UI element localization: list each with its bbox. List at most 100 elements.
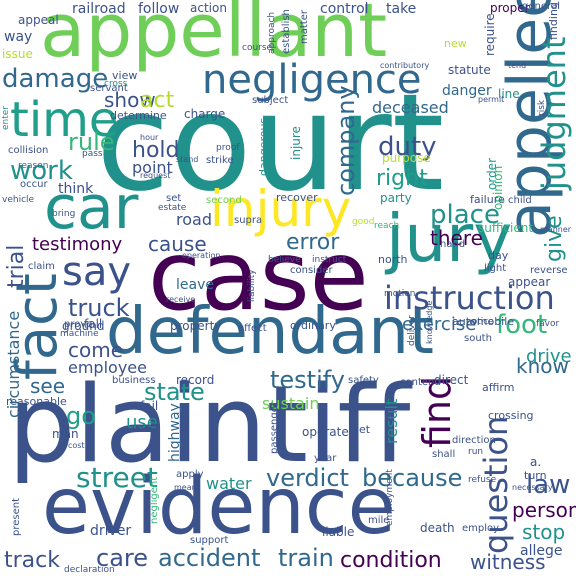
word-ground: ground: [62, 319, 105, 333]
word-give: give: [542, 215, 567, 262]
word-damage: damage: [2, 64, 109, 94]
word-course: course: [242, 43, 273, 53]
word-take: take: [386, 1, 417, 17]
word-ordinary: ordinary: [290, 319, 336, 332]
word-error: error: [286, 230, 340, 255]
word-manner: manner: [540, 225, 572, 234]
word-strike: strike: [206, 155, 234, 166]
word-declaration: declaration: [64, 565, 115, 575]
word-hour: hour: [140, 133, 159, 142]
word-line: line: [498, 87, 520, 101]
word-present: present: [11, 497, 22, 536]
word-exercise: exercise: [402, 314, 477, 335]
word-testify: testify: [270, 366, 345, 394]
word-highway: highway: [167, 403, 183, 462]
word-statute: statute: [448, 63, 491, 77]
word-employment: employment: [385, 469, 395, 526]
word-control: control: [320, 1, 369, 17]
word-employ: employ: [462, 523, 500, 534]
word-leave: leave: [176, 277, 214, 293]
word-witness: witness: [470, 550, 546, 574]
word-liability: liability: [247, 269, 257, 302]
word-mile: mile: [368, 515, 390, 526]
word-jury: jury: [386, 200, 513, 277]
word-think: think: [58, 181, 94, 197]
word-appellant: appellant: [40, 0, 388, 74]
word-road: road: [176, 210, 212, 229]
word-year: year: [314, 453, 337, 464]
word-truck: truck: [68, 294, 130, 322]
word-child: child: [508, 195, 532, 206]
word-affirm: affirm: [482, 381, 515, 394]
word-contributory: contributory: [380, 61, 430, 70]
word-matter: matter: [299, 10, 310, 44]
word-reason: reason: [18, 161, 49, 171]
word-enter: enter: [1, 105, 11, 130]
word-record: record: [176, 373, 215, 387]
word-operate: operate: [302, 425, 349, 439]
word-get: get: [352, 423, 371, 436]
word-work: work: [10, 156, 73, 186]
word-cost: cost: [68, 441, 85, 450]
word-there: there: [430, 226, 483, 250]
word-charge: charge: [184, 107, 226, 121]
word-new: new: [444, 37, 467, 50]
word-party: party: [380, 191, 412, 205]
word-care: care: [96, 544, 149, 572]
word-track: track: [4, 548, 60, 573]
word-a: a.: [530, 455, 542, 469]
word-stand: stand: [176, 155, 199, 164]
word-foot: foot: [496, 310, 548, 340]
word-danger: danger: [442, 83, 492, 99]
word-finding: finding: [547, 2, 560, 40]
word-hold: hold: [132, 138, 180, 163]
word-action: action: [190, 1, 227, 15]
word-instruction: instruction: [384, 279, 555, 317]
word-occur: occur: [20, 179, 48, 190]
word-require: require: [483, 13, 497, 56]
word-support: support: [190, 535, 229, 546]
word-recover: recover: [276, 191, 318, 204]
word-negligent: negligent: [149, 476, 160, 524]
word-contend: contend: [400, 377, 441, 388]
word-issue: issue: [2, 47, 33, 61]
word-allege: allege: [520, 543, 563, 559]
word-plaintiff: plaintiff: [8, 363, 411, 486]
word-accident: accident: [158, 544, 261, 572]
word-employee: employee: [68, 358, 147, 377]
word-view: view: [112, 69, 138, 82]
word-crossing: crossing: [488, 409, 534, 422]
word-deliver: deliver: [407, 315, 417, 346]
word-fail: fail: [140, 399, 159, 413]
word-water: water: [206, 474, 252, 493]
word-permit: permit: [478, 95, 505, 104]
word-set: set: [166, 193, 182, 204]
word-effect: effect: [238, 323, 267, 334]
word-property: property: [170, 319, 222, 333]
word-negligence: negligence: [202, 57, 422, 103]
word-cross: cross: [104, 79, 128, 89]
word-act: act: [140, 88, 175, 113]
word-operation: operation: [182, 251, 221, 260]
word-man: man: [52, 427, 79, 441]
word-dangerous: dangerous: [257, 117, 270, 176]
word-receive: receive: [166, 295, 196, 304]
word-company: company: [332, 85, 360, 196]
word-case: case: [148, 220, 369, 332]
word-direction: direction: [452, 435, 496, 446]
word-way: way: [4, 29, 33, 45]
word-law: law: [526, 470, 571, 500]
word-instruct: instruct: [312, 255, 347, 265]
word-servant: servant: [90, 83, 128, 94]
word-automobile: automobile: [452, 315, 515, 328]
word-see: see: [30, 374, 66, 398]
word-state: state: [144, 378, 205, 406]
word-consider: consider: [290, 265, 333, 276]
word-supra: supra: [234, 215, 263, 226]
word-day: day: [488, 249, 509, 262]
word-establish: establish: [281, 9, 292, 54]
word-general: general: [522, 1, 561, 12]
word-liable: liable: [322, 525, 355, 539]
word-business: business: [112, 375, 156, 386]
word-drive: drive: [526, 346, 572, 367]
